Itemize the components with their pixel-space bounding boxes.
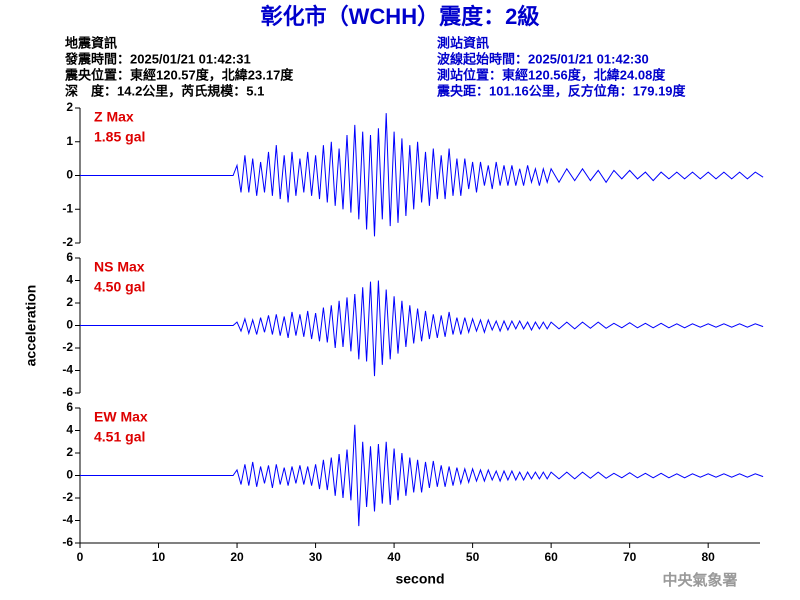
y-tick-label: 2 — [66, 100, 73, 114]
max-label: 4.50 gal — [94, 279, 145, 295]
y-tick-label: -2 — [62, 490, 73, 504]
y-tick-label: 6 — [66, 250, 73, 264]
x-tick-label: 10 — [152, 550, 166, 564]
x-tick-label: 80 — [701, 550, 715, 564]
info-line: 震央距：101.16公里，反方位角：179.19度 — [436, 83, 687, 98]
watermark: 中央氣象署 — [662, 571, 737, 589]
y-tick-label: 0 — [66, 168, 73, 182]
x-axis-label: second — [395, 571, 444, 587]
title: 彰化市（WCHH）震度：2級 — [261, 4, 540, 29]
waveform — [80, 113, 764, 237]
info-line: 測站資訊 — [437, 35, 489, 50]
y-tick-label: -1 — [62, 201, 73, 215]
x-tick-label: 30 — [309, 550, 323, 564]
y-tick-label: 4 — [66, 273, 73, 287]
info-line: 測站位置：東經120.56度，北緯24.08度 — [437, 67, 666, 82]
info-line: 深 度：14.2公里，芮氏規模：5.1 — [65, 83, 264, 98]
info-line: 波線起始時間：2025/01/21 01:42:30 — [437, 51, 649, 66]
y-tick-label: -4 — [62, 513, 73, 527]
x-tick-label: 0 — [77, 550, 84, 564]
y-tick-label: 6 — [66, 400, 73, 414]
y-tick-label: -2 — [62, 235, 73, 249]
x-tick-label: 60 — [544, 550, 558, 564]
y-tick-label: 2 — [66, 445, 73, 459]
waveform — [80, 424, 764, 527]
y-tick-label: -4 — [62, 363, 73, 377]
max-label: EW Max — [94, 409, 148, 425]
y-tick-label: 0 — [66, 468, 73, 482]
y-tick-label: 1 — [66, 134, 73, 148]
y-tick-label: -6 — [62, 385, 73, 399]
waveform — [80, 280, 764, 377]
info-line: 發震時間：2025/01/21 01:42:31 — [64, 51, 251, 66]
y-tick-label: -2 — [62, 340, 73, 354]
x-tick-label: 70 — [623, 550, 637, 564]
max-label: Z Max — [94, 109, 134, 125]
y-axis-label: acceleration — [23, 285, 39, 367]
y-tick-label: 4 — [66, 423, 73, 437]
x-tick-label: 40 — [387, 550, 401, 564]
info-line: 地震資訊 — [65, 35, 117, 50]
x-tick-label: 20 — [230, 550, 244, 564]
y-tick-label: -6 — [62, 535, 73, 549]
max-label: 1.85 gal — [94, 129, 145, 145]
max-label: 4.51 gal — [94, 429, 145, 445]
info-line: 震央位置：東經120.57度，北緯23.17度 — [64, 67, 294, 82]
y-tick-label: 2 — [66, 295, 73, 309]
max-label: NS Max — [94, 259, 145, 275]
x-tick-label: 50 — [466, 550, 480, 564]
y-tick-label: 0 — [66, 318, 73, 332]
